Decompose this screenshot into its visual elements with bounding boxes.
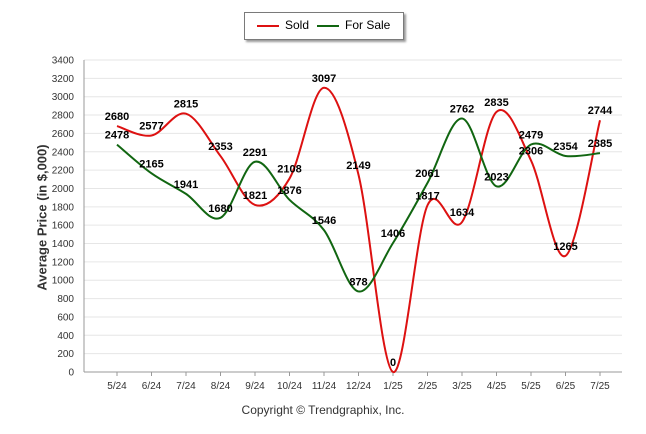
y-axis-label: Average Price (in $,000) — [34, 144, 50, 291]
data-labels: 2680 2577 2815 2353 1821 2108 3097 2149 0 1817 163… — [105, 73, 613, 369]
y-tick-label: 2000 — [52, 184, 75, 195]
y-tick-label: 2400 — [52, 147, 75, 158]
data-label-sold: 1817 — [415, 190, 439, 202]
x-tick-label: 6/24 — [142, 381, 162, 392]
legend-item-sold: Sold — [257, 18, 309, 32]
data-label-sold: 2680 — [105, 111, 129, 123]
y-tick-label: 0 — [68, 368, 74, 379]
data-label-sold: 2835 — [484, 97, 508, 109]
data-label-for-sale: 2385 — [588, 138, 612, 150]
data-label-for-sale: 2354 — [553, 141, 578, 153]
y-tick-label: 1200 — [52, 257, 75, 268]
series-line-for-sale — [116, 117, 601, 293]
data-label-for-sale: 2762 — [450, 104, 474, 116]
y-tick-label: 3000 — [52, 92, 75, 103]
data-label-sold: 2108 — [277, 164, 301, 176]
legend-swatch-for-sale — [317, 24, 339, 27]
y-tick-label: 1600 — [52, 221, 75, 232]
y-tick-label: 1400 — [52, 239, 75, 250]
x-tick-label: 5/25 — [521, 381, 541, 392]
x-tick-label: 11/24 — [312, 381, 337, 392]
data-label-sold: 3097 — [312, 73, 336, 85]
data-label-for-sale: 1546 — [312, 215, 336, 227]
x-tick-label: 8/24 — [211, 381, 231, 392]
y-tick-label: 3400 — [52, 56, 75, 67]
legend-swatch-sold — [257, 24, 279, 27]
y-tick-label: 400 — [57, 331, 74, 342]
x-tick-label: 1/25 — [383, 381, 403, 392]
data-label-for-sale: 878 — [349, 276, 367, 288]
data-label-sold: 2744 — [588, 105, 613, 117]
y-tick-label: 2600 — [52, 129, 75, 140]
data-label-sold: 0 — [390, 357, 396, 369]
y-tick-label: 1000 — [52, 276, 75, 287]
y-tick-label: 600 — [57, 312, 74, 323]
data-label-sold: 1265 — [553, 241, 577, 253]
x-axis-ticks: 5/24 6/24 7/24 8/24 9/24 10/24 11/24 12/24 1/25 2… — [107, 372, 610, 392]
x-tick-label: 10/24 — [277, 381, 302, 392]
series-lines — [116, 86, 601, 374]
data-label-for-sale: 2479 — [519, 130, 543, 142]
data-label-sold: 1821 — [243, 190, 267, 202]
y-tick-label: 1800 — [52, 202, 75, 213]
x-tick-label: 7/25 — [590, 381, 610, 392]
y-tick-label: 2200 — [52, 166, 75, 177]
data-label-sold: 1634 — [450, 207, 475, 219]
gridlines — [83, 59, 622, 373]
data-label-for-sale: 2291 — [243, 147, 267, 159]
data-label-for-sale: 2478 — [105, 130, 129, 142]
data-label-sold: 2149 — [346, 160, 370, 172]
y-tick-label: 800 — [57, 294, 74, 305]
series-line-sold — [116, 86, 601, 374]
x-tick-label: 4/25 — [487, 381, 507, 392]
data-label-for-sale: 2165 — [139, 158, 163, 170]
data-label-for-sale: 1876 — [277, 185, 301, 197]
legend-label-for-sale: For Sale — [345, 18, 391, 32]
data-label-sold: 2353 — [208, 141, 232, 153]
y-tick-label: 3200 — [52, 74, 75, 85]
data-label-for-sale: 1941 — [174, 179, 198, 191]
x-tick-label: 2/25 — [418, 381, 438, 392]
x-tick-label: 9/24 — [245, 381, 265, 392]
data-label-sold: 2815 — [174, 99, 198, 111]
y-axis-ticks: 0 200 400 600 800 1000 1200 1400 1600 1800 2000 220… — [52, 56, 75, 379]
legend: Sold For Sale — [244, 12, 404, 40]
x-tick-label: 3/25 — [452, 381, 472, 392]
x-tick-label: 5/24 — [107, 381, 127, 392]
legend-item-for-sale: For Sale — [317, 18, 390, 32]
y-tick-label: 2800 — [52, 111, 75, 122]
data-label-for-sale: 2023 — [484, 171, 508, 183]
data-label-for-sale: 1680 — [208, 203, 232, 215]
x-tick-label: 7/24 — [176, 381, 196, 392]
data-label-sold: 2306 — [519, 145, 543, 157]
legend-label-sold: Sold — [285, 18, 310, 32]
y-tick-label: 200 — [57, 349, 74, 360]
data-label-for-sale: 2061 — [415, 168, 439, 180]
data-label-for-sale: 1406 — [381, 228, 405, 240]
copyright-credit: Copyright © Trendgraphix, Inc. — [241, 403, 405, 417]
x-tick-label: 12/24 — [346, 381, 371, 392]
data-label-sold: 2577 — [139, 121, 163, 133]
x-tick-label: 6/25 — [556, 381, 576, 392]
